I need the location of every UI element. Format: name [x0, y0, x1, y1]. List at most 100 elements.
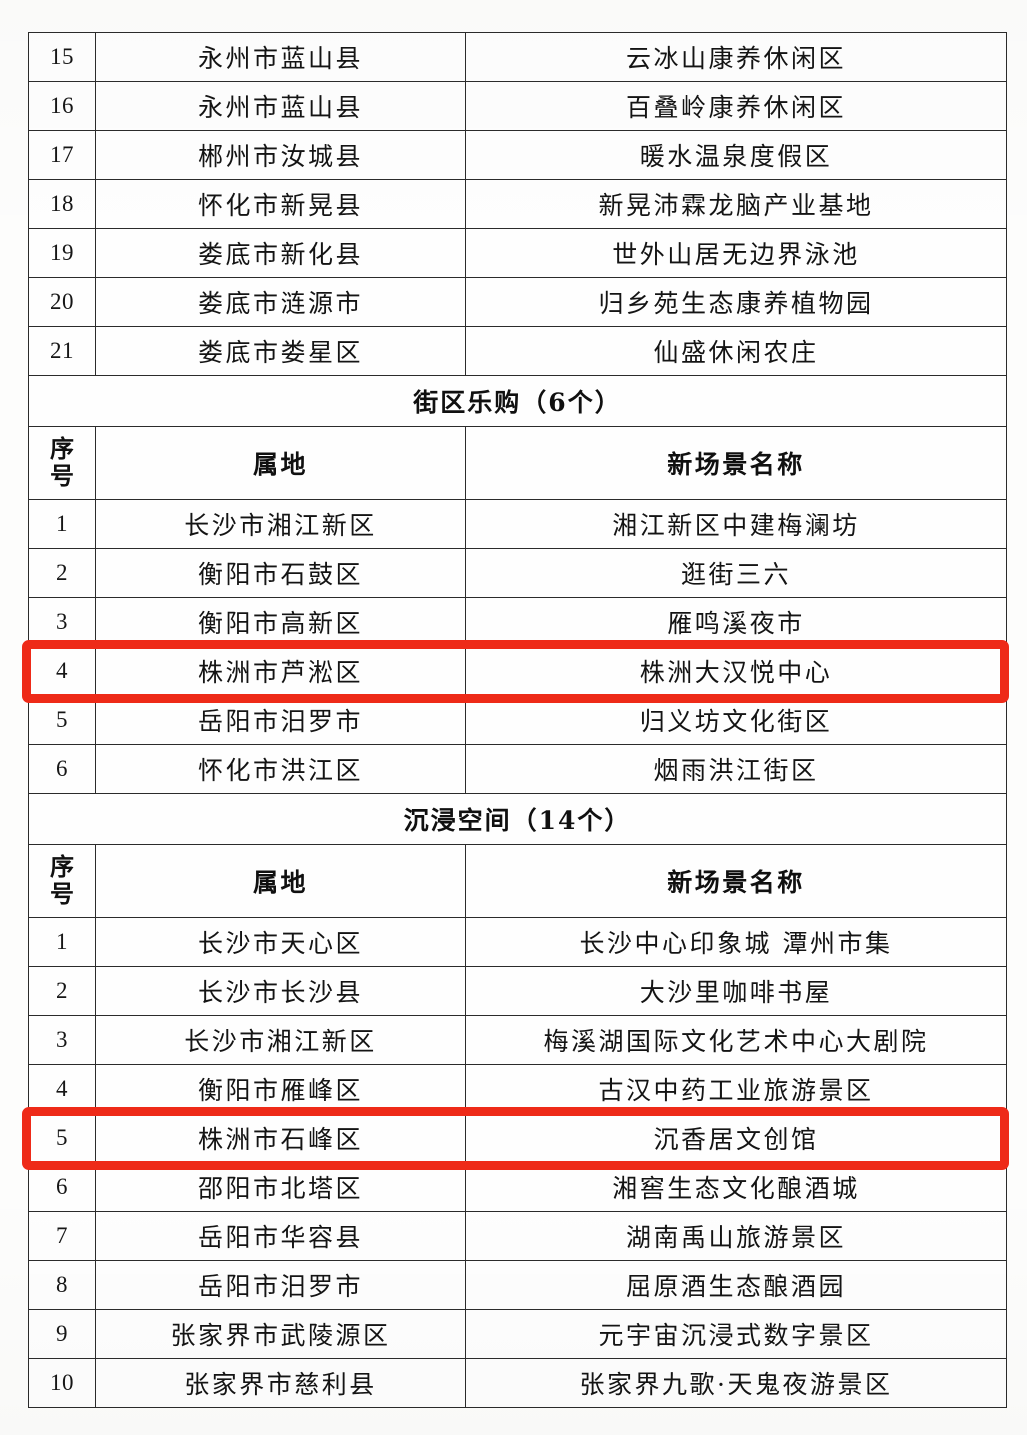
row-region-cell: 长沙市长沙县 — [95, 966, 466, 1016]
row-region-cell: 怀化市新晃县 — [95, 179, 466, 229]
table-body: 15 永州市蓝山县 云冰山康养休闲区 16 永州市蓝山县 百叠岭康养休闲区 17 郴州市汝城县… — [28, 32, 1007, 1408]
row-scene-name-cell: 张家界九歌·天鬼夜游景区 — [465, 1358, 1007, 1408]
column-header-region: 属地 — [95, 844, 466, 918]
row-index-cell: 3 — [28, 1015, 96, 1065]
row-index-cell: 3 — [28, 597, 96, 647]
row-region-cell: 张家界市慈利县 — [95, 1358, 466, 1408]
section-title-row: 街区乐购（6个） — [28, 375, 1007, 427]
row-index-cell: 8 — [28, 1260, 96, 1310]
row-index-cell: 19 — [28, 228, 96, 278]
row-scene-name-cell: 株洲大汉悦中心 — [465, 646, 1007, 696]
row-scene-name-cell: 湘窖生态文化酿酒城 — [465, 1162, 1007, 1212]
row-index-cell: 5 — [28, 1113, 96, 1163]
table-row: 4 株洲市芦淞区 株洲大汉悦中心 — [28, 646, 1007, 696]
table-row: 5 株洲市石峰区 沉香居文创馆 — [28, 1113, 1007, 1163]
table-row: 18 怀化市新晃县 新晃沛霖龙脑产业基地 — [28, 179, 1007, 229]
row-scene-name-cell: 归乡苑生态康养植物园 — [465, 277, 1007, 327]
row-scene-name-cell: 逛街三六 — [465, 548, 1007, 598]
table-row: 7 岳阳市华容县 湖南禹山旅游景区 — [28, 1211, 1007, 1261]
section-title-row: 沉浸空间（14个） — [28, 793, 1007, 845]
table-row: 1 长沙市湘江新区 湘江新区中建梅澜坊 — [28, 499, 1007, 549]
column-header-row: 序号属地 新场景名称 — [28, 426, 1007, 500]
row-region-cell: 永州市蓝山县 — [95, 32, 466, 82]
table-row: 3 衡阳市高新区 雁鸣溪夜市 — [28, 597, 1007, 647]
column-header-row: 序号属地 新场景名称 — [28, 844, 1007, 918]
row-region-cell: 邵阳市北塔区 — [95, 1162, 466, 1212]
row-scene-name-cell: 湘江新区中建梅澜坊 — [465, 499, 1007, 549]
row-index-cell: 10 — [28, 1358, 96, 1408]
row-region-cell: 娄底市娄星区 — [95, 326, 466, 376]
table-row: 17 郴州市汝城县 暖水温泉度假区 — [28, 130, 1007, 180]
table-row: 2 长沙市长沙县 大沙里咖啡书屋 — [28, 966, 1007, 1016]
table-row: 10 张家界市慈利县 张家界九歌·天鬼夜游景区 — [28, 1358, 1007, 1408]
new-scene-list-table: 15 永州市蓝山县 云冰山康养休闲区 16 永州市蓝山县 百叠岭康养休闲区 17 郴州市汝城县… — [28, 32, 1007, 1408]
row-region-cell: 株洲市芦淞区 — [95, 646, 466, 696]
row-index-cell: 15 — [28, 32, 96, 82]
column-header-region: 属地 — [95, 426, 466, 500]
row-region-cell: 长沙市湘江新区 — [95, 1015, 466, 1065]
table-row: 6 邵阳市北塔区 湘窖生态文化酿酒城 — [28, 1162, 1007, 1212]
table-row: 5 岳阳市汨罗市 归义坊文化街区 — [28, 695, 1007, 745]
row-scene-name-cell: 沉香居文创馆 — [465, 1113, 1007, 1163]
column-header-index-line1: 序 — [50, 434, 74, 464]
row-scene-name-cell: 仙盛休闲农庄 — [465, 326, 1007, 376]
row-scene-name-cell: 新晃沛霖龙脑产业基地 — [465, 179, 1007, 229]
table-row: 8 岳阳市汨罗市 屈原酒生态酿酒园 — [28, 1260, 1007, 1310]
row-index-cell: 2 — [28, 966, 96, 1016]
row-scene-name-cell: 暖水温泉度假区 — [465, 130, 1007, 180]
row-region-cell: 娄底市涟源市 — [95, 277, 466, 327]
column-header-index-line2: 号 — [50, 461, 74, 490]
table-row: 4 衡阳市雁峰区 古汉中药工业旅游景区 — [28, 1064, 1007, 1114]
row-index-cell: 4 — [28, 1064, 96, 1114]
table-row: 1 长沙市天心区 长沙中心印象城 潭州市集 — [28, 917, 1007, 967]
section-title: 沉浸空间（14个） — [28, 793, 1007, 845]
table-row: 19 娄底市新化县 世外山居无边界泳池 — [28, 228, 1007, 278]
row-scene-name-cell: 大沙里咖啡书屋 — [465, 966, 1007, 1016]
column-header-index-line2: 号 — [50, 879, 74, 908]
row-index-cell: 6 — [28, 1162, 96, 1212]
row-region-cell: 永州市蓝山县 — [95, 81, 466, 131]
row-region-cell: 衡阳市石鼓区 — [95, 548, 466, 598]
row-region-cell: 株洲市石峰区 — [95, 1113, 466, 1163]
row-region-cell: 郴州市汝城县 — [95, 130, 466, 180]
row-scene-name-cell: 烟雨洪江街区 — [465, 744, 1007, 794]
row-index-cell: 7 — [28, 1211, 96, 1261]
column-header-name: 新场景名称 — [465, 426, 1007, 500]
table-row: 15 永州市蓝山县 云冰山康养休闲区 — [28, 32, 1007, 82]
row-region-cell: 娄底市新化县 — [95, 228, 466, 278]
row-index-cell: 5 — [28, 695, 96, 745]
row-index-cell: 2 — [28, 548, 96, 598]
row-index-cell: 18 — [28, 179, 96, 229]
row-region-cell: 岳阳市汨罗市 — [95, 695, 466, 745]
table-row: 21 娄底市娄星区 仙盛休闲农庄 — [28, 326, 1007, 376]
row-region-cell: 长沙市天心区 — [95, 917, 466, 967]
row-index-cell: 20 — [28, 277, 96, 327]
row-scene-name-cell: 雁鸣溪夜市 — [465, 597, 1007, 647]
row-index-cell: 1 — [28, 917, 96, 967]
table-row: 20 娄底市涟源市 归乡苑生态康养植物园 — [28, 277, 1007, 327]
row-index-cell: 1 — [28, 499, 96, 549]
table-row: 9 张家界市武陵源区 元宇宙沉浸式数字景区 — [28, 1309, 1007, 1359]
row-index-cell: 4 — [28, 646, 96, 696]
section-title: 街区乐购（6个） — [28, 375, 1007, 427]
row-region-cell: 长沙市湘江新区 — [95, 499, 466, 549]
row-index-cell: 17 — [28, 130, 96, 180]
row-scene-name-cell: 百叠岭康养休闲区 — [465, 81, 1007, 131]
column-header-index: 序号 — [28, 426, 96, 500]
row-index-cell: 6 — [28, 744, 96, 794]
table-row: 2 衡阳市石鼓区 逛街三六 — [28, 548, 1007, 598]
row-scene-name-cell: 云冰山康养休闲区 — [465, 32, 1007, 82]
row-scene-name-cell: 湖南禹山旅游景区 — [465, 1211, 1007, 1261]
row-scene-name-cell: 古汉中药工业旅游景区 — [465, 1064, 1007, 1114]
row-index-cell: 21 — [28, 326, 96, 376]
row-index-cell: 16 — [28, 81, 96, 131]
row-region-cell: 张家界市武陵源区 — [95, 1309, 466, 1359]
row-scene-name-cell: 梅溪湖国际文化艺术中心大剧院 — [465, 1015, 1007, 1065]
column-header-index-line1: 序 — [50, 852, 74, 882]
row-region-cell: 岳阳市汨罗市 — [95, 1260, 466, 1310]
row-scene-name-cell: 长沙中心印象城 潭州市集 — [465, 917, 1007, 967]
table-row: 3 长沙市湘江新区 梅溪湖国际文化艺术中心大剧院 — [28, 1015, 1007, 1065]
table-row: 6 怀化市洪江区 烟雨洪江街区 — [28, 744, 1007, 794]
row-region-cell: 衡阳市雁峰区 — [95, 1064, 466, 1114]
